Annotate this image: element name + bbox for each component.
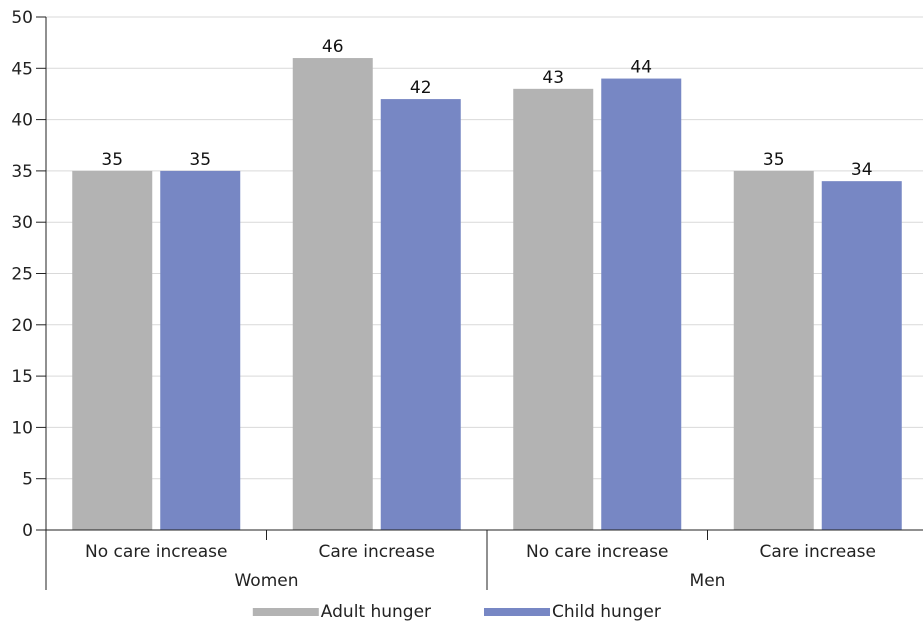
bar	[513, 88, 594, 530]
data-label: 42	[410, 78, 432, 98]
bar	[601, 78, 682, 530]
data-label: 44	[630, 58, 652, 78]
category-label: No care increase	[85, 542, 227, 562]
y-tick-label: 50	[11, 8, 33, 28]
legend-label: Adult hunger	[321, 602, 431, 622]
bar	[160, 170, 241, 530]
y-tick-label: 0	[22, 521, 33, 541]
data-labels: 35 35 46 42 43 44 35 34	[101, 37, 872, 180]
y-tick-label: 10	[11, 418, 33, 438]
legend-label: Child hunger	[552, 602, 661, 622]
category-label: Care increase	[760, 542, 876, 562]
category-label: No care increase	[526, 542, 668, 562]
legend-swatch	[252, 608, 319, 616]
y-tick-label: 5	[22, 470, 33, 490]
bar	[733, 170, 814, 530]
axes: 0 5 10 15 20 25 30 35 40 45 50 No care increase Care…	[11, 8, 923, 591]
y-tick-label: 40	[11, 111, 33, 131]
data-label: 43	[542, 68, 564, 88]
legend-swatch	[484, 608, 550, 616]
category-label: Care increase	[319, 542, 435, 562]
bars	[72, 58, 902, 530]
bar	[72, 170, 153, 530]
y-tick-label: 35	[11, 162, 33, 182]
bar	[821, 181, 902, 530]
data-label: 34	[851, 160, 873, 180]
y-tick-label: 30	[11, 213, 33, 233]
y-tick-label: 20	[11, 316, 33, 336]
y-tick-label: 45	[11, 59, 33, 79]
y-tick-label: 15	[11, 367, 33, 387]
bar	[380, 99, 461, 530]
data-label: 35	[189, 150, 211, 170]
data-label: 35	[763, 150, 785, 170]
group-label: Women	[234, 571, 298, 591]
group-label: Men	[690, 571, 726, 591]
data-label: 46	[322, 37, 344, 57]
y-tick-label: 25	[11, 265, 33, 285]
bar	[292, 58, 373, 530]
data-label: 35	[101, 150, 123, 170]
legend: Adult hunger Child hunger	[252, 602, 661, 622]
